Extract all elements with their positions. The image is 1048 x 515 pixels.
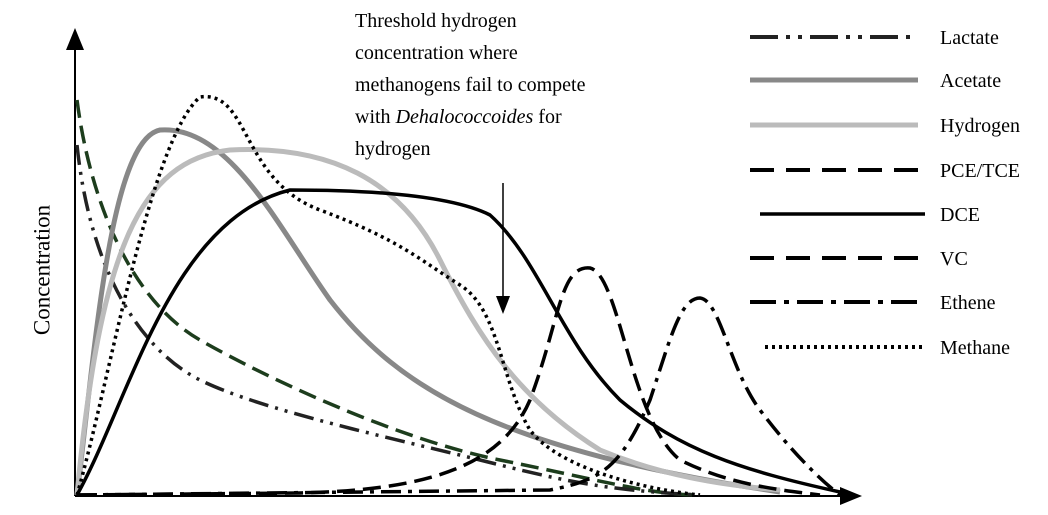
annotation-line: Threshold hydrogen: [355, 10, 517, 32]
y-axis-label: Concentration: [29, 204, 54, 335]
legend-label: Lactate: [940, 27, 999, 49]
annotation: Threshold hydrogen concentration where m…: [355, 10, 586, 314]
methane-curve: [75, 95, 701, 497]
legend-label: Ethene: [940, 292, 996, 314]
annotation-italic: Dehalococcoides: [395, 106, 534, 128]
legend-label: PCE/TCE: [940, 160, 1020, 182]
legend-label: Hydrogen: [940, 115, 1020, 137]
ethene-curve: [76, 296, 842, 497]
annotation-text: for: [533, 106, 562, 128]
y-axis-arrow: [66, 28, 84, 50]
legend-label: DCE: [940, 204, 980, 226]
annotation-line: methanogens fail to compete: [355, 74, 586, 96]
lactate-curve: [75, 144, 701, 497]
pce-curve: [75, 99, 701, 497]
annotation-text: with: [355, 106, 396, 128]
vc-curve: [76, 266, 821, 497]
legend-label: Methane: [940, 337, 1010, 359]
annotation-arrowhead: [496, 296, 510, 314]
legend-label: VC: [940, 248, 968, 270]
legend: [750, 35, 925, 349]
annotation-line: concentration where: [355, 42, 518, 64]
x-axis-arrow: [840, 487, 862, 505]
hydrogen-curve: [74, 147, 781, 496]
legend-label: Acetate: [940, 70, 1001, 92]
dce-curve: [75, 188, 841, 496]
annotation-line: with Dehalococcoides for: [355, 106, 562, 128]
annotation-line: hydrogen: [355, 138, 431, 160]
